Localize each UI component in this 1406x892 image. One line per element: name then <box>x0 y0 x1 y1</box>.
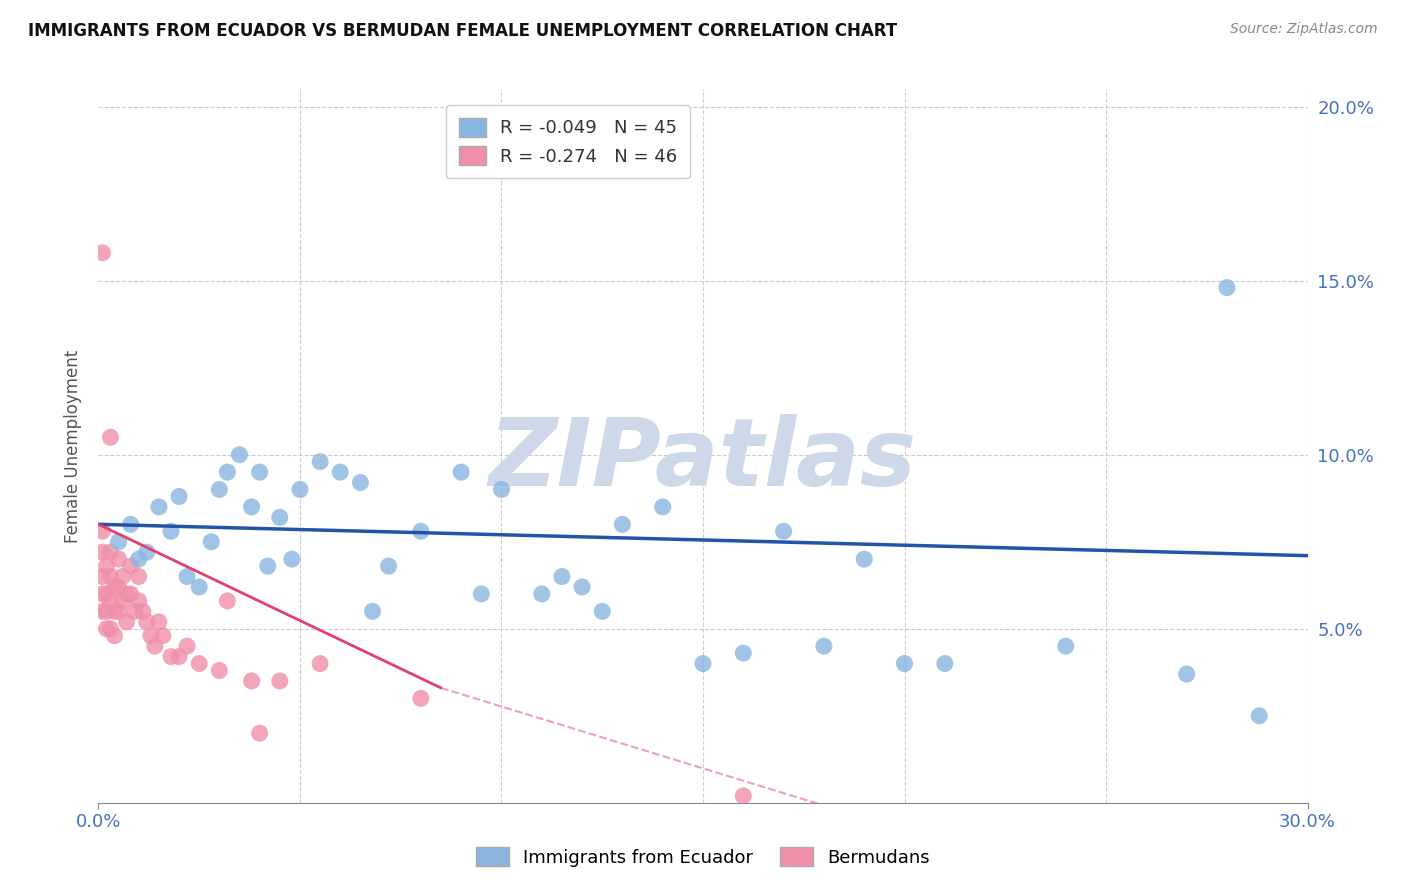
Point <box>409 524 432 539</box>
Y-axis label: Female Unemployment: Female Unemployment <box>63 350 82 542</box>
Point <box>309 455 332 469</box>
Legend: R = -0.049   N = 45, R = -0.274   N = 46: R = -0.049 N = 45, R = -0.274 N = 46 <box>446 105 690 178</box>
Point <box>96 604 118 618</box>
Point <box>148 500 170 514</box>
Point <box>148 615 170 629</box>
Point <box>132 604 155 618</box>
Point <box>1216 280 1239 294</box>
Point <box>571 580 593 594</box>
Point <box>188 657 211 671</box>
Text: IMMIGRANTS FROM ECUADOR VS BERMUDAN FEMALE UNEMPLOYMENT CORRELATION CHART: IMMIGRANTS FROM ECUADOR VS BERMUDAN FEMA… <box>28 22 897 40</box>
Point <box>111 594 134 608</box>
Point <box>91 569 114 583</box>
Point <box>91 604 114 618</box>
Point <box>91 245 114 260</box>
Point <box>100 622 122 636</box>
Point <box>96 587 118 601</box>
Point <box>228 448 250 462</box>
Point <box>176 569 198 583</box>
Point <box>100 594 122 608</box>
Point <box>96 622 118 636</box>
Point <box>893 657 915 671</box>
Point <box>733 646 755 660</box>
Point <box>249 465 271 479</box>
Point <box>208 664 231 678</box>
Point <box>651 500 673 514</box>
Point <box>530 587 553 601</box>
Point <box>240 500 263 514</box>
Text: ZIPatlas: ZIPatlas <box>489 414 917 507</box>
Point <box>309 657 332 671</box>
Point <box>120 559 142 574</box>
Point <box>256 559 278 574</box>
Point <box>591 604 613 618</box>
Point <box>1249 708 1271 723</box>
Point <box>135 615 157 629</box>
Point <box>103 604 125 618</box>
Point <box>160 649 183 664</box>
Point <box>1175 667 1198 681</box>
Point <box>115 615 138 629</box>
Point <box>91 524 114 539</box>
Point <box>120 517 142 532</box>
Point <box>111 569 134 583</box>
Point <box>349 475 371 490</box>
Point <box>853 552 876 566</box>
Point <box>107 552 129 566</box>
Point <box>692 657 714 671</box>
Point <box>91 545 114 559</box>
Point <box>269 510 291 524</box>
Point <box>377 559 399 574</box>
Point <box>772 524 794 539</box>
Point <box>813 639 835 653</box>
Point <box>361 604 384 618</box>
Point <box>135 545 157 559</box>
Point <box>470 587 492 601</box>
Point <box>176 639 198 653</box>
Point <box>329 465 352 479</box>
Point <box>281 552 304 566</box>
Point <box>491 483 513 497</box>
Point <box>107 604 129 618</box>
Point <box>934 657 956 671</box>
Text: Source: ZipAtlas.com: Source: ZipAtlas.com <box>1230 22 1378 37</box>
Point <box>152 629 174 643</box>
Point <box>128 552 150 566</box>
Point <box>91 587 114 601</box>
Point <box>103 629 125 643</box>
Point <box>96 559 118 574</box>
Point <box>200 534 222 549</box>
Point <box>733 789 755 803</box>
Point <box>103 580 125 594</box>
Point <box>139 629 162 643</box>
Point <box>240 673 263 688</box>
Point <box>143 639 166 653</box>
Point <box>288 483 311 497</box>
Point <box>269 673 291 688</box>
Point <box>1054 639 1077 653</box>
Point <box>551 569 574 583</box>
Point <box>107 580 129 594</box>
Point <box>217 465 239 479</box>
Point <box>107 534 129 549</box>
Point <box>100 569 122 583</box>
Point <box>128 594 150 608</box>
Point <box>188 580 211 594</box>
Point <box>450 465 472 479</box>
Point <box>100 430 122 444</box>
Point <box>128 569 150 583</box>
Point <box>409 691 432 706</box>
Point <box>167 649 190 664</box>
Point <box>208 483 231 497</box>
Legend: Immigrants from Ecuador, Bermudans: Immigrants from Ecuador, Bermudans <box>470 840 936 874</box>
Point <box>100 545 122 559</box>
Point <box>612 517 634 532</box>
Point <box>167 490 190 504</box>
Point <box>115 587 138 601</box>
Point <box>124 604 146 618</box>
Point <box>217 594 239 608</box>
Point <box>120 587 142 601</box>
Point <box>160 524 183 539</box>
Point <box>249 726 271 740</box>
